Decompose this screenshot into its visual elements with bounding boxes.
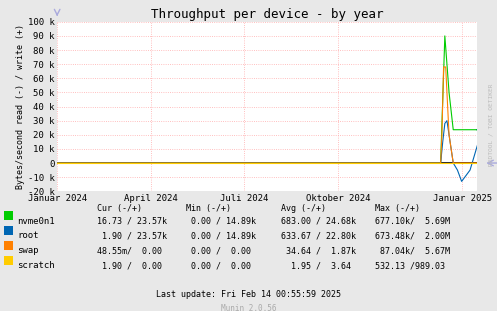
Text: 16.73 / 23.57k: 16.73 / 23.57k bbox=[97, 217, 167, 226]
Text: 0.00 /  0.00: 0.00 / 0.00 bbox=[186, 261, 251, 270]
Text: Last update: Fri Feb 14 00:55:59 2025: Last update: Fri Feb 14 00:55:59 2025 bbox=[156, 290, 341, 299]
Text: root: root bbox=[17, 231, 38, 240]
Text: nvme0n1: nvme0n1 bbox=[17, 217, 55, 226]
Text: Munin 2.0.56: Munin 2.0.56 bbox=[221, 304, 276, 311]
Text: 48.55m/  0.00: 48.55m/ 0.00 bbox=[97, 246, 162, 255]
Text: Avg (-/+): Avg (-/+) bbox=[281, 204, 326, 213]
Text: 87.04k/  5.67M: 87.04k/ 5.67M bbox=[375, 246, 450, 255]
Y-axis label: Bytes/second read (-) / write (+): Bytes/second read (-) / write (+) bbox=[16, 24, 25, 189]
Title: Throughput per device - by year: Throughput per device - by year bbox=[151, 7, 383, 21]
Text: 673.48k/  2.00M: 673.48k/ 2.00M bbox=[375, 231, 450, 240]
Text: 532.13 /989.03: 532.13 /989.03 bbox=[375, 261, 445, 270]
Text: 1.90 / 23.57k: 1.90 / 23.57k bbox=[97, 231, 167, 240]
Text: 683.00 / 24.68k: 683.00 / 24.68k bbox=[281, 217, 356, 226]
Text: Min (-/+): Min (-/+) bbox=[186, 204, 232, 213]
Text: Cur (-/+): Cur (-/+) bbox=[97, 204, 142, 213]
Text: 1.90 /  0.00: 1.90 / 0.00 bbox=[97, 261, 162, 270]
Text: 677.10k/  5.69M: 677.10k/ 5.69M bbox=[375, 217, 450, 226]
Text: 0.00 / 14.89k: 0.00 / 14.89k bbox=[186, 217, 256, 226]
Text: Max (-/+): Max (-/+) bbox=[375, 204, 420, 213]
Text: scratch: scratch bbox=[17, 261, 55, 270]
Text: 633.67 / 22.80k: 633.67 / 22.80k bbox=[281, 231, 356, 240]
Text: swap: swap bbox=[17, 246, 38, 255]
Text: RRDTOOL / TOBI OETIKER: RRDTOOL / TOBI OETIKER bbox=[489, 83, 494, 166]
Text: 1.95 /  3.64: 1.95 / 3.64 bbox=[281, 261, 351, 270]
Text: 0.00 /  0.00: 0.00 / 0.00 bbox=[186, 246, 251, 255]
Text: 34.64 /  1.87k: 34.64 / 1.87k bbox=[281, 246, 356, 255]
Text: 0.00 / 14.89k: 0.00 / 14.89k bbox=[186, 231, 256, 240]
